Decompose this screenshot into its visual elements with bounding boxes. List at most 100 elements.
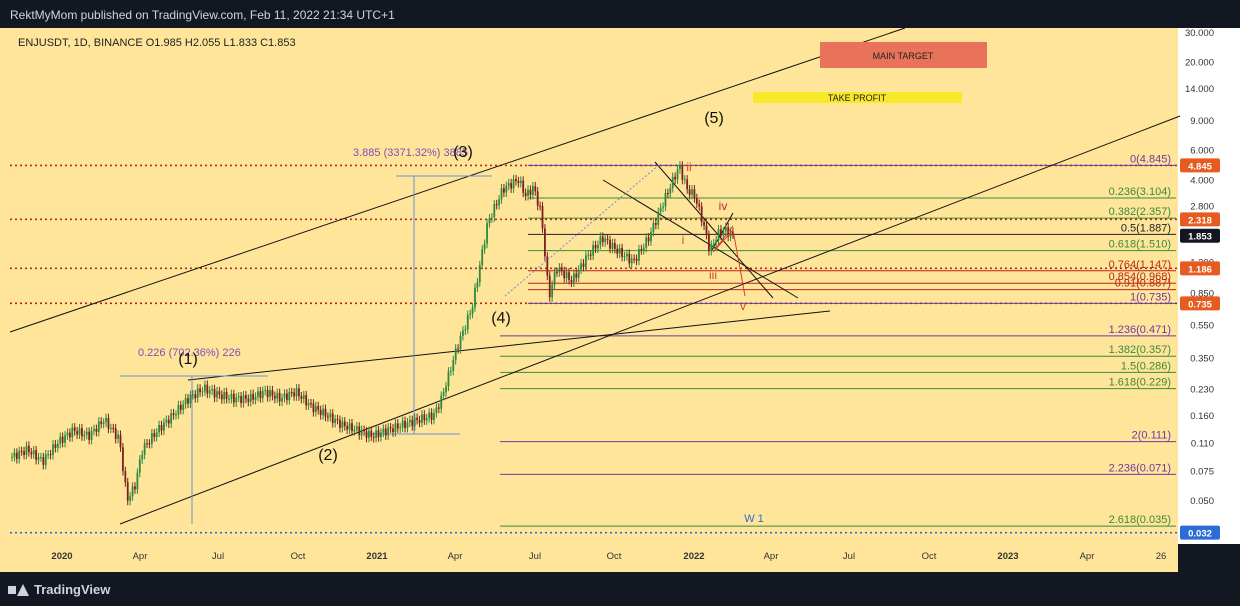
candle-body [635, 258, 638, 261]
candle-body [78, 428, 81, 435]
time-tick: 2022 [683, 551, 704, 562]
candle-body [191, 394, 194, 396]
candle-body [271, 390, 274, 396]
price-tick: 0.050 [1190, 496, 1214, 507]
candle-body [95, 428, 98, 432]
candle-body [35, 450, 38, 460]
candle-body [223, 392, 226, 400]
candle-body [597, 244, 599, 249]
candle-body [129, 496, 132, 501]
candle-body [360, 429, 363, 436]
projection-dotted [504, 163, 661, 297]
candle-body [237, 396, 240, 398]
candle-body [452, 360, 455, 371]
candle-body [577, 269, 580, 278]
trend-line[interactable] [9, 28, 906, 333]
price-tick: 0.350 [1190, 354, 1214, 365]
publisher-text: RektMyMom published on TradingView.com, … [10, 8, 395, 22]
candle-body [486, 223, 488, 244]
trend-line[interactable] [119, 115, 1181, 525]
candle-body [134, 486, 136, 490]
candle-body [300, 396, 303, 399]
candle-body [93, 428, 95, 431]
price-tick: 0.230 [1190, 384, 1214, 395]
wave-label: (1) [178, 351, 198, 368]
time-tick: Oct [291, 551, 306, 562]
candle-body [686, 179, 689, 190]
candle-body [276, 392, 279, 399]
price-tick: 14.000 [1185, 84, 1214, 95]
candle-body [433, 413, 435, 420]
candle-body [187, 398, 189, 404]
main-target-box[interactable] [820, 42, 987, 68]
wave-label: (5) [704, 110, 724, 127]
candle-body [503, 188, 505, 193]
candle-body [536, 191, 539, 206]
candle-body [370, 430, 373, 437]
candle-body [165, 419, 168, 423]
candle-body [199, 388, 201, 393]
candle-body [25, 445, 28, 455]
candle-body [507, 183, 510, 186]
fib-level-label: 1.5(0.286) [1121, 360, 1171, 372]
candle-body [500, 188, 503, 200]
time-tick: Apr [1080, 551, 1095, 562]
tradingview-logo[interactable]: TradingView [8, 582, 110, 597]
price-badge [1180, 525, 1220, 540]
candle-body [705, 225, 708, 235]
candle-body [662, 206, 664, 208]
candle-body [230, 393, 233, 399]
candle-body [715, 240, 718, 244]
candle-body [305, 395, 308, 406]
tradingview-logo-icon [8, 583, 29, 596]
candle-body [604, 238, 607, 243]
trend-line[interactable] [654, 161, 774, 299]
candle-body [676, 169, 679, 180]
price-chart[interactable]: 30.000 20.000 14.000 9.000 6.000 4.000 2.800 1.… [0, 28, 1240, 572]
candle-body [587, 254, 590, 256]
time-tick: 26 [1156, 551, 1167, 562]
candle-body [322, 408, 324, 416]
candle-body [664, 192, 667, 207]
candle-body [339, 419, 341, 428]
candle-body [406, 422, 409, 428]
price-badge-text: 2.318 [1188, 215, 1212, 226]
candle-body [423, 414, 426, 421]
candle-body [331, 413, 334, 424]
candle-body [232, 393, 235, 403]
candle-body [546, 256, 549, 276]
candle-body [295, 388, 298, 397]
candle-body [336, 419, 339, 421]
time-axis[interactable] [0, 544, 1178, 572]
trend-line[interactable] [187, 310, 831, 381]
candle-body [40, 457, 42, 459]
price-badge-text: 4.845 [1188, 161, 1212, 172]
price-axis[interactable] [1178, 28, 1240, 544]
subwave-label: i [682, 233, 685, 247]
candle-body [160, 424, 163, 431]
candle-body [732, 231, 734, 235]
candle-body [170, 413, 173, 424]
candle-body [616, 248, 619, 254]
candle-body [235, 397, 238, 403]
candle-body [483, 243, 486, 250]
candle-body [261, 390, 264, 399]
candle-body [575, 273, 578, 278]
candle-body [471, 307, 474, 314]
trend-line[interactable] [602, 179, 799, 299]
candle-body [454, 348, 457, 361]
candle-body [623, 256, 626, 258]
candle-body [375, 430, 378, 438]
price-badge-text: 1.186 [1188, 264, 1212, 275]
candle-body [208, 390, 211, 394]
candle-body [534, 186, 537, 192]
candle-body [88, 431, 91, 440]
candle-body [548, 275, 551, 298]
candle-body [319, 409, 322, 416]
candle-body [32, 450, 35, 455]
projection-path [712, 225, 746, 297]
price-badge-text: 0.735 [1188, 299, 1212, 310]
candle-body [688, 189, 691, 195]
take-profit-box[interactable] [753, 92, 962, 103]
candle-body [194, 394, 197, 399]
